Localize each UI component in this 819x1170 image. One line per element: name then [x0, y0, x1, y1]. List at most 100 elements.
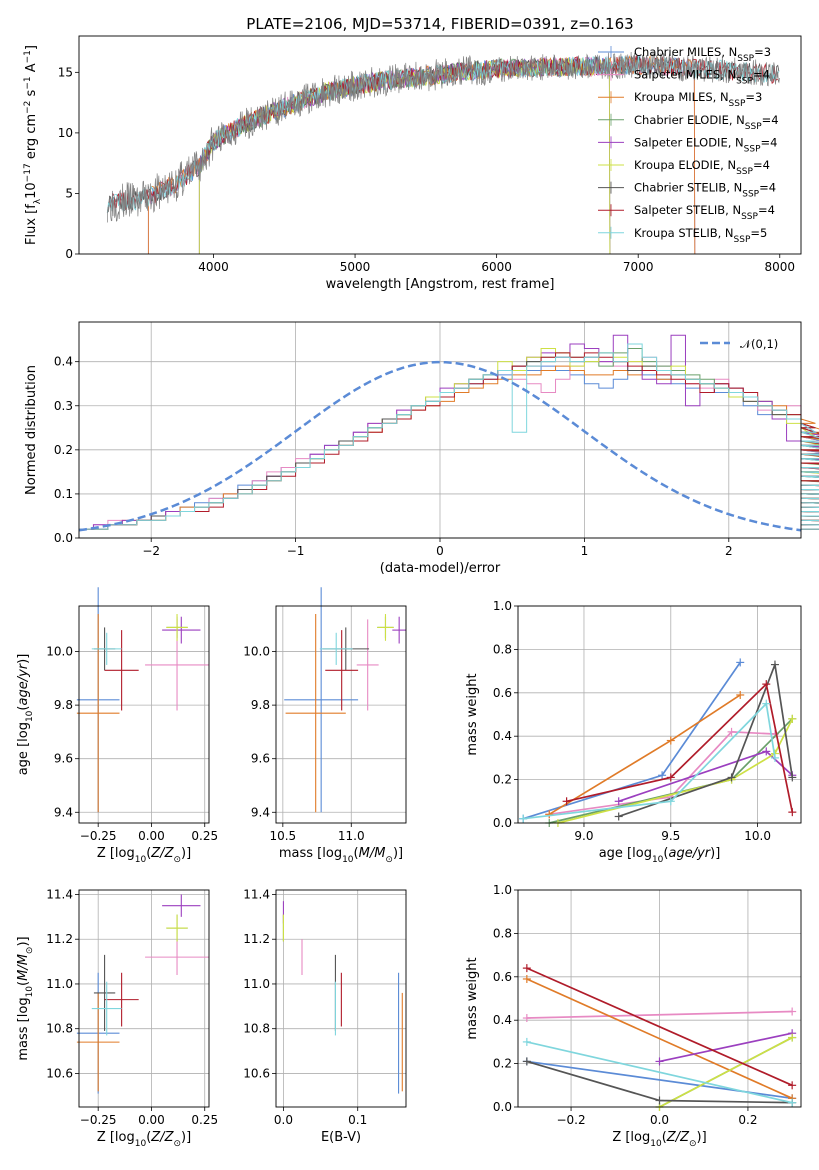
histogram-chabrier-miles: [79, 365, 819, 530]
y-axis-label: mass weight: [465, 957, 480, 1039]
x-tick-label: −0.2: [556, 1113, 585, 1127]
axes-frame: [517, 889, 802, 1108]
y-tick-label: 0.0: [493, 816, 512, 830]
x-axis-label: Z [log10(Z/Z⊙)]: [612, 1130, 706, 1149]
y-axis-label: age [log10(age/yr)]: [16, 654, 35, 776]
x-axis-label: wavelength [Angstrom, rest frame]: [326, 277, 555, 292]
legend-label: Chabrier ELODIE, NSSP=4: [634, 113, 779, 132]
x-tick-label: 5000: [340, 260, 371, 274]
x-axis-label: Z [log10(Z/Z⊙)]: [97, 1130, 191, 1149]
panel-z-mass: −0.25 0.00 0.25 10.6 10.8 11.0 11.2 11.4 Z [log1…: [16, 887, 218, 1149]
y-tick-label: 0.2: [493, 773, 512, 787]
axes-frame: [78, 321, 802, 539]
y-tick-label: 11.0: [243, 977, 270, 991]
y-tick-label: 15: [58, 65, 73, 79]
legend-label: Kroupa STELIB, NSSP=5: [634, 226, 767, 245]
panel-z-age: −0.25 0.00 0.25 9.4 9.6 9.8 10.0 Z [log10(Z/Z⊙)…: [16, 587, 218, 865]
y-tick-label: 9.4: [251, 805, 270, 819]
y-tick-label: 5: [65, 186, 73, 200]
x-tick-label: −2: [142, 544, 160, 558]
panel-age-massweight: 9.0 9.5 10.0 0.0 0.2 0.4 0.6 0.8 1.0 age [log10(a…: [465, 599, 802, 865]
histogram-kroupa-miles: [79, 365, 819, 530]
x-tick-label: 9.0: [574, 829, 593, 843]
axes-frame: [78, 605, 210, 824]
x-tick-label: 0.25: [191, 1113, 218, 1127]
y-axis-label: Flux [fλ10−17 erg cm−2 s−1 A−1]: [23, 45, 43, 245]
weight-line: [526, 1010, 793, 1019]
y-tick-label: 0.0: [493, 1100, 512, 1114]
x-tick-label: 0.1: [348, 1113, 367, 1127]
legend-label: Salpeter ELODIE, NSSP=4: [634, 135, 777, 154]
panel-mass-age: 10.5 11.0 9.4 9.6 9.8 10.0 mass [log10(M/M⊙)]: [243, 587, 407, 865]
y-tick-label: 10.0: [243, 645, 270, 659]
histogram-kroupa-elodie: [79, 347, 819, 530]
axes-frame: [78, 35, 802, 255]
x-tick-label: 10.0: [744, 829, 771, 843]
x-axis-label: age [log10(age/yr)]: [599, 846, 721, 865]
y-tick-label: 10: [58, 126, 73, 140]
y-tick-label: 0.4: [493, 1013, 512, 1027]
y-tick-label: 0.4: [54, 355, 73, 369]
weight-line: [526, 967, 793, 1087]
histogram-chabrier-elodie: [79, 347, 819, 530]
y-tick-label: 10.8: [46, 1022, 73, 1036]
weight-line: [549, 730, 775, 816]
legend-label: Salpeter MILES, NSSP=4: [634, 68, 770, 87]
legend-label: Chabrier STELIB, NSSP=4: [634, 181, 776, 200]
weight-line: [548, 694, 741, 816]
weight-line: [523, 701, 776, 820]
gaussian-curve: [78, 360, 802, 532]
weight-line: [566, 682, 794, 813]
y-axis-label: Normed distribution: [24, 365, 39, 495]
x-axis-label: mass [log10(M/M⊙)]: [279, 846, 403, 865]
x-tick-label: 0.00: [138, 829, 165, 843]
x-tick-label: 2: [725, 544, 733, 558]
panel-ebv-mass: 0.0 0.1 10.6 10.8 11.0 11.2 11.4 E(B-V): [243, 887, 407, 1145]
x-tick-label: 6000: [481, 260, 512, 274]
y-tick-label: 0.3: [54, 399, 73, 413]
y-tick-label: 10.8: [243, 1022, 270, 1036]
y-tick-label: 0.8: [493, 642, 512, 656]
y-axis-label: mass [log10(M/M⊙)]: [16, 936, 35, 1060]
y-tick-label: 1.0: [493, 599, 512, 613]
x-tick-label: 7000: [623, 260, 654, 274]
y-tick-label: 0.2: [54, 443, 73, 457]
y-tick-label: 11.2: [243, 932, 270, 946]
figure-title: PLATE=2106, MJD=53714, FIBERID=0391, z=0…: [246, 15, 633, 33]
y-tick-label: 9.8: [251, 698, 270, 712]
x-axis-label: Z [log10(Z/Z⊙)]: [97, 846, 191, 865]
x-tick-label: 0.0: [274, 1113, 293, 1127]
y-axis-label: mass weight: [465, 673, 480, 755]
y-tick-label: 10.6: [46, 1066, 73, 1080]
x-tick-label: 0.2: [738, 1113, 757, 1127]
x-tick-label: 4000: [198, 260, 229, 274]
x-tick-label: 0.25: [191, 829, 218, 843]
weight-line: [526, 1041, 793, 1104]
axes-frame: [275, 605, 407, 824]
legend-label: 𝒩(0,1): [740, 337, 778, 351]
y-tick-label: 0.1: [54, 487, 73, 501]
x-tick-label: 1: [581, 544, 589, 558]
weight-line: [659, 1036, 793, 1108]
legend-label: Kroupa ELODIE, NSSP=4: [634, 158, 770, 177]
axes-frame: [78, 889, 210, 1108]
y-tick-label: 1.0: [493, 883, 512, 897]
y-tick-label: 11.4: [243, 887, 270, 901]
x-tick-label: 9.5: [661, 829, 680, 843]
axes-frame: [517, 605, 802, 824]
legend-label: Salpeter STELIB, NSSP=4: [634, 203, 775, 222]
x-tick-label: −0.25: [80, 1113, 117, 1127]
y-tick-label: 10.6: [243, 1066, 270, 1080]
weight-line: [557, 718, 794, 824]
x-tick-label: −0.25: [80, 829, 117, 843]
y-tick-label: 0.2: [493, 1057, 512, 1071]
y-tick-label: 0.0: [54, 531, 73, 545]
y-tick-label: 11.4: [46, 887, 73, 901]
x-tick-label: 0.0: [650, 1113, 669, 1127]
weight-line: [659, 1032, 793, 1063]
y-tick-label: 11.2: [46, 932, 73, 946]
panel-z-massweight: −0.2 0.0 0.2 0.0 0.2 0.4 0.6 0.8 1.0 Z [log10(Z/Z…: [465, 883, 802, 1149]
x-tick-label: 11.0: [338, 829, 365, 843]
y-tick-label: 0.6: [493, 686, 512, 700]
